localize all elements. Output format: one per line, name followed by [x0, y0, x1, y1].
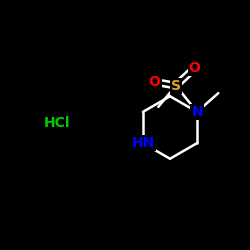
Text: O: O	[149, 75, 160, 89]
Text: HCl: HCl	[44, 116, 71, 130]
Text: HN: HN	[131, 136, 154, 150]
Text: S: S	[171, 78, 181, 92]
Text: O: O	[189, 61, 200, 75]
Text: N: N	[191, 105, 203, 119]
